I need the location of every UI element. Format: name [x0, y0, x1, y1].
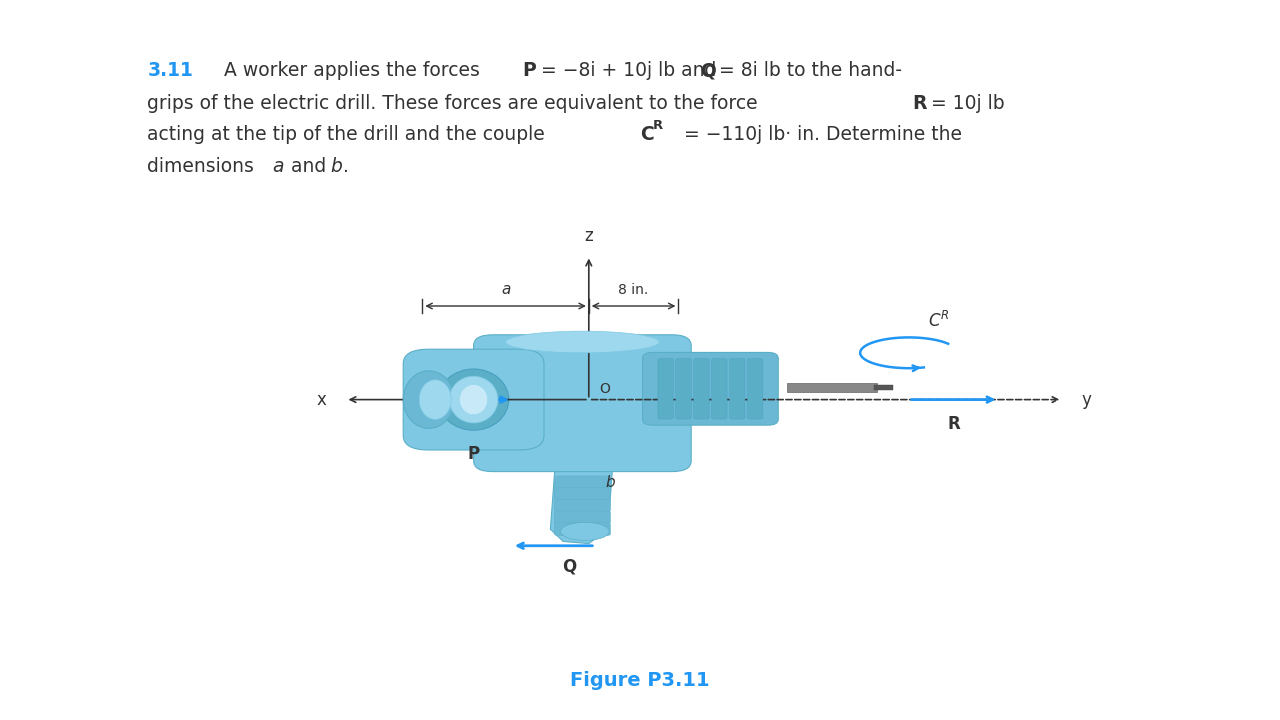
Text: O: O [599, 382, 609, 396]
Ellipse shape [438, 369, 509, 431]
FancyBboxPatch shape [643, 353, 778, 425]
Text: and: and [285, 157, 333, 176]
Text: a: a [273, 157, 284, 176]
Text: grips of the electric drill. These forces are equivalent to the force: grips of the electric drill. These force… [147, 94, 764, 112]
Text: = 10j lb: = 10j lb [925, 94, 1005, 112]
Text: b: b [330, 157, 342, 176]
Ellipse shape [449, 376, 498, 423]
Text: a: a [500, 282, 511, 297]
FancyBboxPatch shape [658, 359, 673, 419]
Text: P: P [467, 445, 480, 463]
Text: = 8i lb to the hand-: = 8i lb to the hand- [713, 61, 902, 80]
Text: P: P [522, 61, 536, 80]
Text: A worker applies the forces: A worker applies the forces [224, 61, 486, 80]
Text: Figure P3.11: Figure P3.11 [570, 671, 710, 690]
FancyBboxPatch shape [554, 487, 611, 500]
Text: Q: Q [562, 558, 577, 576]
Text: C: C [640, 125, 654, 144]
FancyBboxPatch shape [748, 359, 763, 419]
FancyBboxPatch shape [676, 359, 691, 419]
FancyBboxPatch shape [712, 359, 727, 419]
FancyBboxPatch shape [554, 511, 611, 524]
Text: z: z [585, 227, 593, 245]
Text: $C^R$: $C^R$ [928, 311, 950, 331]
Ellipse shape [561, 523, 609, 540]
Text: = −8i + 10j lb and: = −8i + 10j lb and [535, 61, 722, 80]
FancyBboxPatch shape [694, 359, 709, 419]
Text: y: y [1082, 390, 1092, 409]
Text: = −110j lb· in. Determine the: = −110j lb· in. Determine the [678, 125, 963, 144]
Text: b: b [605, 475, 616, 490]
Text: Q: Q [700, 61, 716, 80]
Bar [787, 383, 877, 392]
FancyBboxPatch shape [730, 359, 745, 419]
Ellipse shape [420, 380, 452, 419]
Text: .: . [343, 157, 349, 176]
Text: x: x [316, 390, 326, 409]
Text: acting at the tip of the drill and the couple: acting at the tip of the drill and the c… [147, 125, 550, 144]
Text: 3.11: 3.11 [147, 61, 193, 80]
Text: R: R [913, 94, 927, 112]
FancyBboxPatch shape [554, 500, 611, 513]
Ellipse shape [403, 371, 454, 428]
Ellipse shape [460, 384, 488, 415]
Text: R: R [947, 415, 960, 433]
Text: 8 in.: 8 in. [618, 284, 649, 297]
FancyBboxPatch shape [403, 349, 544, 450]
FancyBboxPatch shape [474, 335, 691, 472]
Text: dimensions: dimensions [147, 157, 260, 176]
Text: R: R [653, 119, 663, 132]
Polygon shape [550, 443, 614, 544]
Bar [874, 385, 893, 390]
FancyBboxPatch shape [554, 476, 611, 489]
Ellipse shape [506, 331, 659, 353]
FancyBboxPatch shape [554, 523, 611, 536]
